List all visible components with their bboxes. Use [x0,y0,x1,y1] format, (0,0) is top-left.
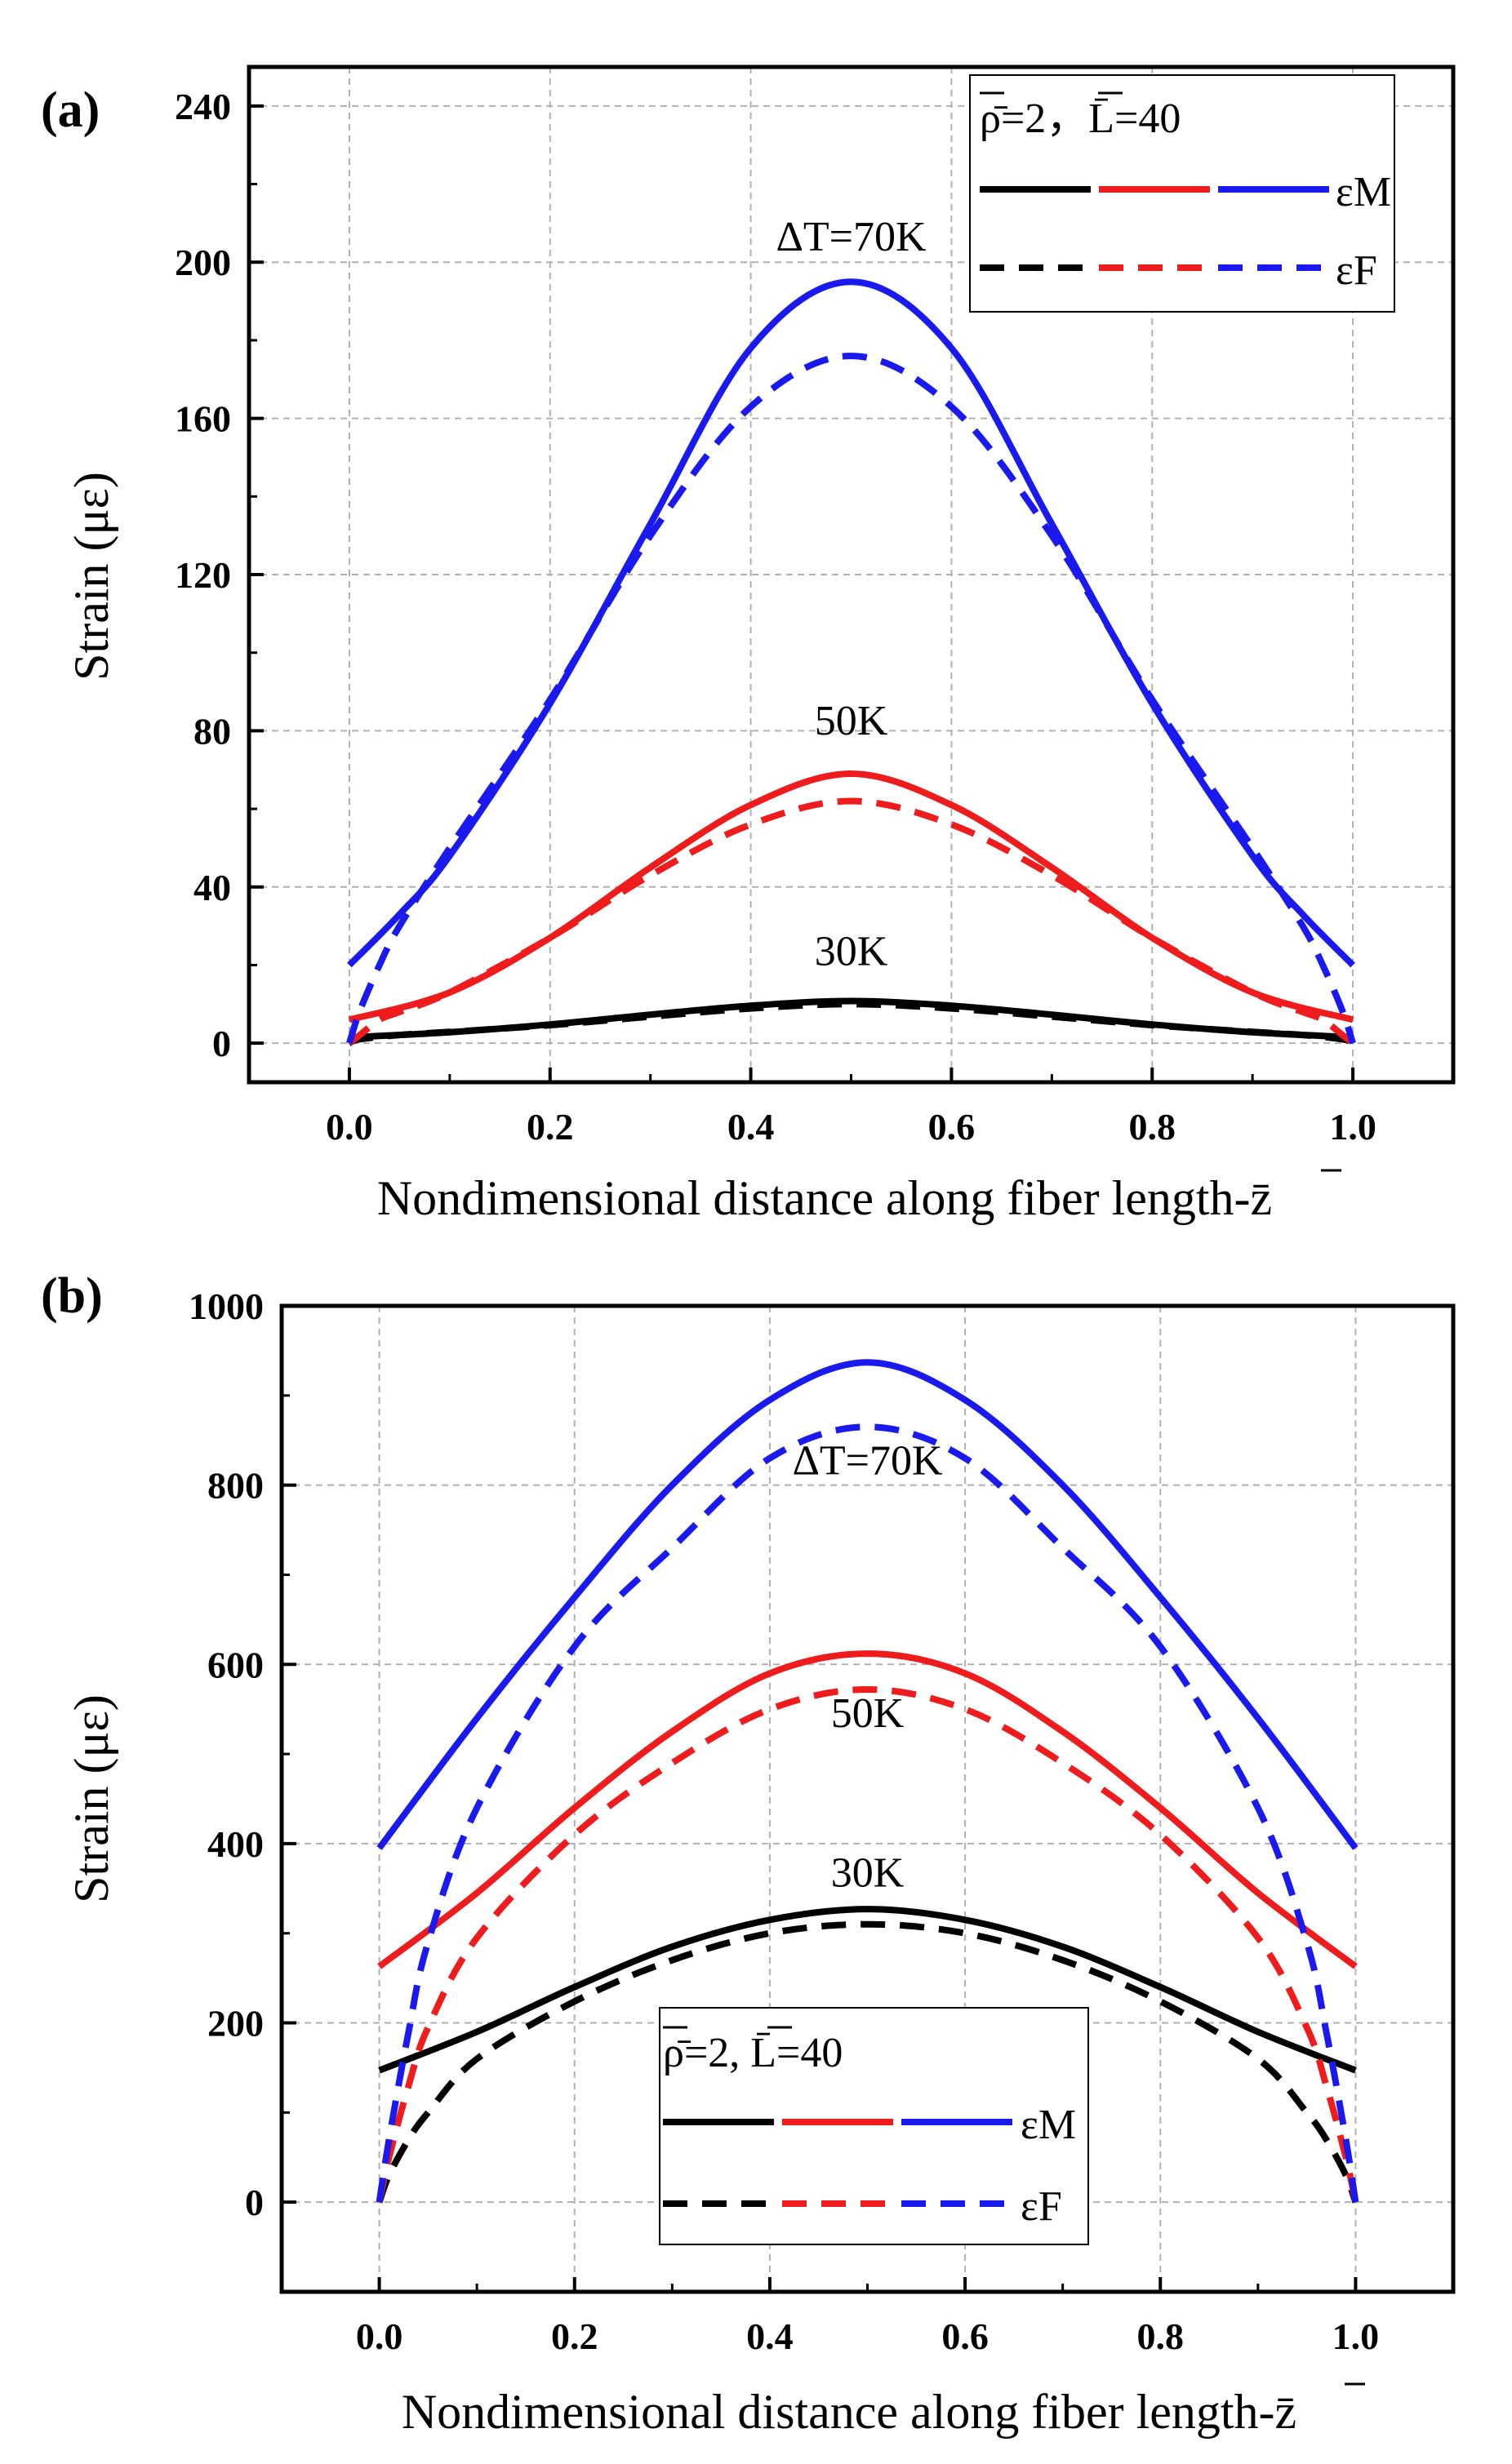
y-tick-label-a: 200 [175,242,231,283]
series-group-a [346,278,1356,1046]
panel-label-a: (a) [41,82,100,138]
series-line-b-black-dashed [376,1920,1359,2204]
x-axis-title-a: Nondimensional distance along fiber leng… [377,1171,1272,1225]
annotation-a-30K: 30K [815,928,888,975]
y-tick-label-a: 0 [212,1023,231,1064]
legend-a: ρ̄=2，L̄=40 εM εF [969,74,1395,313]
y-tick-label-b: 200 [207,2003,264,2044]
x-tick-label-a: 0.4 [727,1106,775,1148]
x-axis-title-b: Nondimensional distance along fiber leng… [402,2385,1296,2439]
x-tick-label-a: 0.2 [527,1106,574,1148]
x-tick-label-b: 0.4 [746,2315,794,2357]
series-line-a-red-dashed [347,797,1355,1046]
series-line-b-blue-solid [376,1359,1359,1850]
x-tick-label-a: 1.0 [1329,1106,1376,1148]
legend-params-a: ρ̄=2，L̄=40 [980,95,1181,142]
x-tick-label-b: 0.8 [1137,2315,1185,2357]
y-tick-label-a: 120 [175,554,231,596]
ticks-b: 0.0 0.2 0.4 0.6 0.8 1.0 0 200 400 600 800 1000 [189,1285,1379,2357]
x-tick-label-a: 0.8 [1129,1106,1176,1148]
ticks-a: 0.0 0.2 0.4 0.6 0.8 1.0 0 40 80 120 160 200 240 [175,86,1376,1148]
legend-a-dashed-label: εF [1336,247,1377,294]
annotation-b-dT70: ΔT=70K [792,1437,943,1484]
series-line-a-blue-solid [347,278,1355,968]
y-tick-label-a: 80 [193,710,231,752]
y-tick-label-b: 1000 [189,1285,264,1327]
x-tick-label-b: 1.0 [1332,2315,1380,2357]
annotation-b-30K: 30K [831,1850,905,1897]
series-line-a-blue-dashed [346,353,1356,1045]
annotation-a-dT70: ΔT=70K [776,214,927,260]
legend-a-solid-label: εM [1336,169,1391,215]
legend-b: ρ̄=2, L̄=40 εM εF [659,2007,1089,2245]
y-tick-label-b: 800 [207,1465,264,1507]
x-tick-label-a: 0.0 [326,1106,373,1148]
y-tick-label-b: 0 [245,2182,264,2223]
annotation-a-50K: 50K [815,698,888,744]
grid-a [249,67,1453,1082]
y-tick-label-a: 240 [175,86,231,127]
series-line-b-red-dashed [376,1686,1359,2204]
y-tick-label-b: 400 [207,1823,264,1865]
y-tick-label-b: 600 [207,1644,264,1685]
panel-label-b: (b) [41,1268,103,1324]
y-axis-title-a: Strain (με) [64,472,118,681]
y-tick-label-a: 40 [193,867,231,908]
x-tick-label-b: 0.6 [941,2315,989,2357]
x-tick-label-b: 0.2 [551,2315,598,2357]
y-tick-label-a: 160 [175,398,231,440]
legend-b-dashed-label: εF [1021,2183,1062,2230]
y-axis-title-b: Strain (με) [64,1694,118,1903]
series-line-b-black-solid [378,1906,1357,2074]
series-group-b [376,1359,1359,2204]
x-tick-label-b: 0.0 [356,2315,403,2357]
legend-params-b: ρ̄=2, L̄=40 [663,2030,843,2076]
series-line-a-black-dashed [348,1001,1354,1046]
legend-b-solid-label: εM [1021,2102,1076,2148]
legend-box-a [969,74,1395,313]
annotation-b-50K: 50K [831,1690,905,1737]
x-tick-label-a: 0.6 [928,1106,976,1148]
series-line-b-red-solid [377,1650,1358,1969]
